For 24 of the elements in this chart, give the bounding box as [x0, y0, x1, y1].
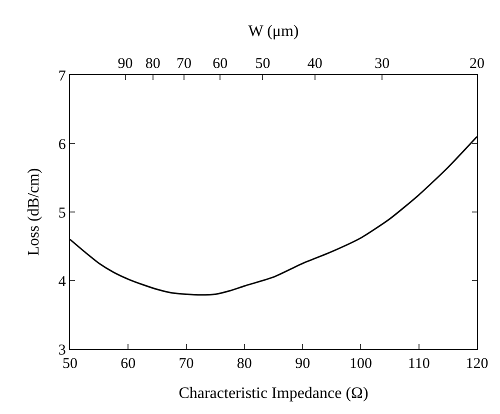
y-tick-label: 7 — [58, 68, 66, 84]
x2-tick-label: 20 — [470, 56, 484, 72]
y-tick-label: 5 — [58, 205, 66, 222]
x-tick-label: 120 — [466, 356, 488, 372]
x-axis-title: Characteristic Impedance (Ω) — [178, 384, 368, 402]
x2-tick-label: 90 — [118, 56, 133, 72]
x2-tick-label: 70 — [176, 56, 192, 72]
y-tick-label: 6 — [58, 136, 66, 153]
x-tick-label: 50 — [62, 356, 78, 372]
x2-tick-label: 80 — [145, 56, 160, 72]
x-tick-label: 110 — [408, 356, 430, 372]
y-tick-label: 3 — [58, 342, 66, 358]
x-tick-label: 80 — [236, 356, 252, 372]
x2-tick-label: 40 — [307, 56, 322, 72]
x-tick-label: 60 — [120, 356, 136, 372]
x-tick-label: 100 — [349, 356, 372, 372]
y-tick-label: 4 — [58, 274, 66, 290]
x2-axis-title: W (μm) — [248, 22, 299, 40]
y-axis-title: Loss (dB/cm) — [25, 168, 42, 256]
x-tick-label: 70 — [178, 356, 194, 372]
x2-tick-label: 60 — [212, 56, 228, 72]
x-tick-label: 90 — [295, 356, 310, 372]
x2-tick-label: 30 — [374, 56, 390, 72]
x2-tick-label: 50 — [255, 56, 270, 72]
